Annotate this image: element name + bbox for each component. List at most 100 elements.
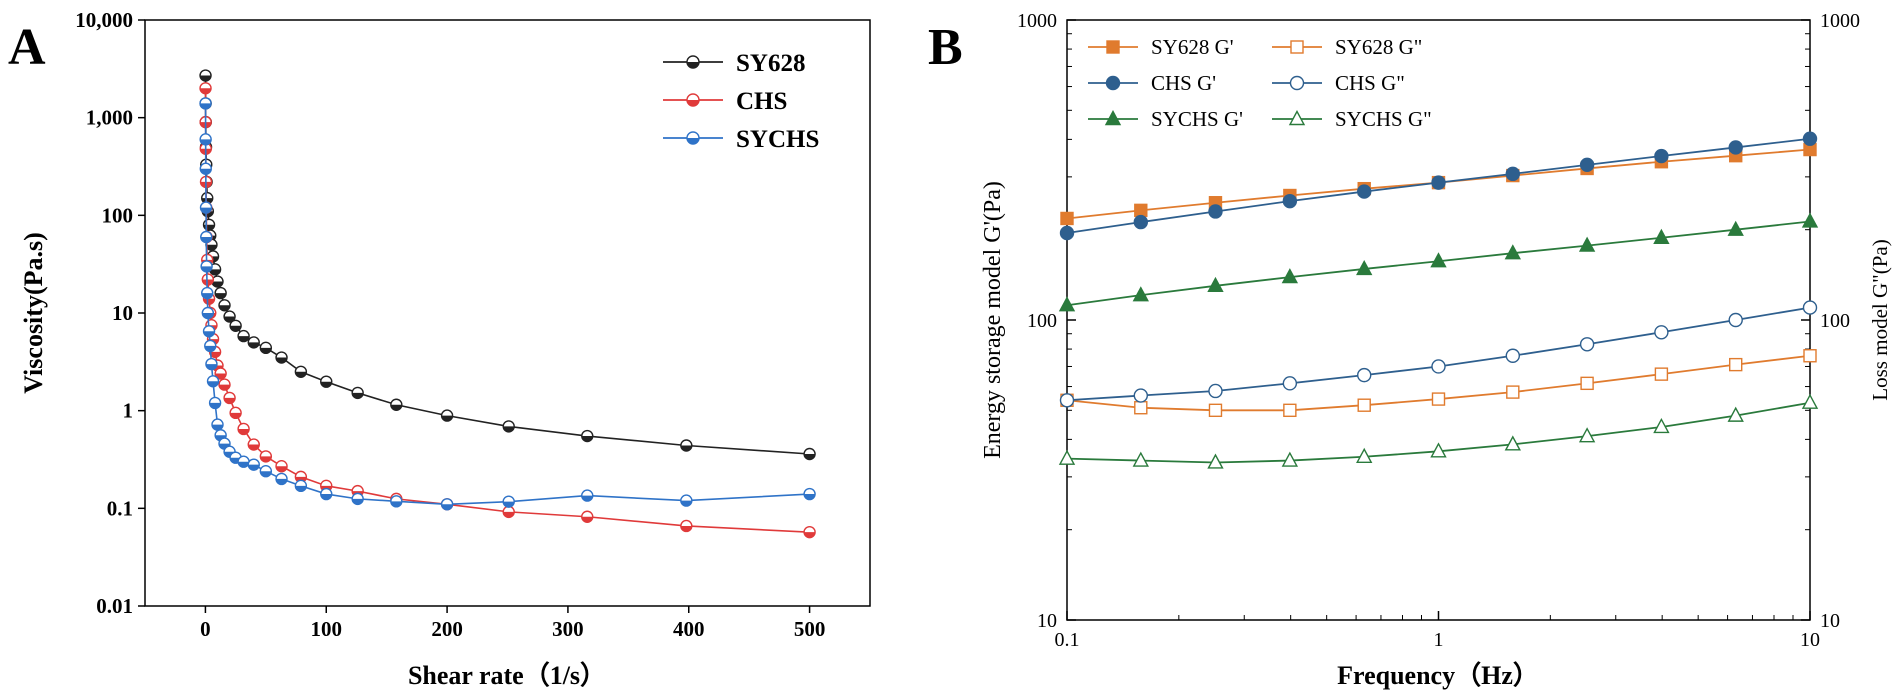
data-point-chs — [218, 378, 231, 391]
marker-fill — [503, 501, 515, 508]
data-point-sychs-g-loss — [1207, 453, 1224, 469]
legend-label: SYCHS — [736, 126, 819, 153]
data-point-sychs-g-storage — [1578, 236, 1596, 252]
data-point-sychs — [502, 495, 515, 508]
marker-fill — [390, 404, 402, 411]
legend-item-sychs-g-loss: SYCHS G" — [1272, 107, 1432, 131]
marker-fill — [581, 436, 593, 442]
y-tick-label-left-b: 10 — [1037, 610, 1057, 632]
data-point-chs-g-storage — [1654, 148, 1669, 164]
legend-item-chs-g-loss: CHS G" — [1272, 71, 1405, 95]
data-point-chs-g-loss — [1802, 300, 1818, 315]
data-point-sy628-g-loss — [1283, 403, 1297, 418]
data-point-chs-g-loss — [1208, 383, 1223, 399]
marker-fill — [680, 525, 692, 532]
data-point-chs-g-loss — [1282, 376, 1298, 391]
data-point-sychs — [199, 162, 212, 175]
data-point-sy628 — [803, 447, 816, 461]
data-point-chs-g-loss — [1654, 325, 1669, 340]
data-point-sychs-g-storage — [1653, 228, 1670, 244]
data-point-sy628 — [218, 299, 231, 312]
legend-item-sychs-g-storage: SYCHS G' — [1088, 107, 1243, 131]
marker-fill — [260, 347, 272, 354]
y-tick-label-right-b: 100 — [1820, 310, 1850, 332]
data-point-chs — [229, 406, 242, 420]
legend-marker — [1105, 75, 1121, 91]
data-point-sy628-g-storage — [1134, 203, 1148, 218]
legend-item-sychs: SYCHS — [663, 126, 819, 153]
data-point-sychs — [199, 97, 212, 110]
marker-fill — [581, 516, 593, 523]
data-point-chs-g-storage — [1431, 175, 1446, 190]
data-point-sy628 — [390, 398, 403, 411]
marker-fill — [203, 331, 215, 337]
series-line-sychs — [204, 103, 810, 506]
data-point-sychs-g-loss — [1058, 449, 1076, 465]
data-point-chs-g-loss — [1505, 348, 1521, 363]
legend-marker — [1106, 40, 1120, 54]
data-point-sy628-g-loss — [1803, 349, 1817, 363]
legend-item-sy628-g-loss: SY628 G" — [1272, 35, 1422, 59]
data-point-sy628 — [351, 386, 364, 400]
marker-fill — [212, 424, 223, 431]
data-point-chs — [275, 460, 288, 473]
legend-marker-fill — [687, 138, 699, 144]
marker-fill — [248, 464, 260, 471]
legend-item-sy628: SY628 — [663, 50, 805, 77]
data-point-chs-g-storage — [1357, 184, 1372, 199]
marker-fill — [205, 364, 217, 370]
data-point-chs — [680, 519, 693, 533]
legend-marker — [1288, 110, 1306, 126]
data-point-sy628 — [205, 238, 218, 251]
data-point-sychs — [259, 464, 273, 478]
data-point-chs-g-loss — [1133, 388, 1149, 403]
marker-fill — [260, 471, 272, 477]
marker-fill — [804, 494, 816, 500]
marker-fill — [200, 168, 212, 175]
data-point-sychs — [201, 286, 214, 300]
series-line-sy628 — [204, 75, 810, 455]
marker-fill — [276, 357, 288, 364]
legend-item-chs: CHS — [663, 88, 787, 115]
marker-fill — [238, 428, 250, 435]
y-tick-label-a: 10 — [112, 301, 133, 325]
marker-fill — [503, 426, 515, 432]
y-tick-label-left-b: 1000 — [1017, 10, 1057, 32]
data-point-sy628-g-loss — [1580, 376, 1594, 391]
legend-marker-fill — [687, 62, 699, 68]
marker-fill — [200, 103, 212, 109]
y-axis-title-a: Viscosity(Pa.s) — [19, 232, 48, 394]
marker-fill — [804, 532, 816, 538]
data-point-sy628-g-loss — [1506, 385, 1520, 399]
data-point-sychs-g-storage — [1727, 220, 1744, 236]
data-point-sychs-g-storage — [1281, 268, 1299, 284]
y-tick-label-right-b: 10 — [1820, 610, 1840, 632]
data-point-chs-g-storage — [1133, 214, 1149, 230]
legend-label: SY628 G' — [1151, 35, 1234, 59]
marker-fill — [203, 298, 215, 305]
marker-fill — [804, 454, 816, 460]
marker-fill — [230, 325, 242, 332]
marker-fill — [230, 412, 242, 419]
data-point-sychs — [247, 458, 260, 471]
data-point-sychs — [211, 418, 224, 431]
data-point-sy628-g-loss — [1729, 357, 1743, 372]
marker-fill — [320, 494, 332, 500]
data-point-chs — [502, 505, 515, 519]
marker-fill — [680, 500, 692, 507]
data-point-sychs — [204, 339, 217, 353]
marker-fill — [581, 495, 593, 502]
data-point-sy628 — [294, 365, 308, 379]
x-axis-title-b: Frequency（Hz） — [1337, 661, 1539, 690]
data-point-chs-g-storage — [1208, 204, 1223, 219]
marker-fill — [200, 139, 212, 145]
x-tick-label-a: 0 — [200, 617, 211, 641]
marker-fill — [209, 351, 221, 358]
data-point-sy628-g-loss — [1357, 398, 1371, 412]
data-point-sychs — [320, 487, 333, 501]
data-point-sychs — [205, 357, 218, 371]
marker-fill — [207, 381, 219, 387]
legend-item-sy628-g-storage: SY628 G' — [1088, 35, 1234, 59]
data-point-sy628 — [199, 69, 212, 82]
